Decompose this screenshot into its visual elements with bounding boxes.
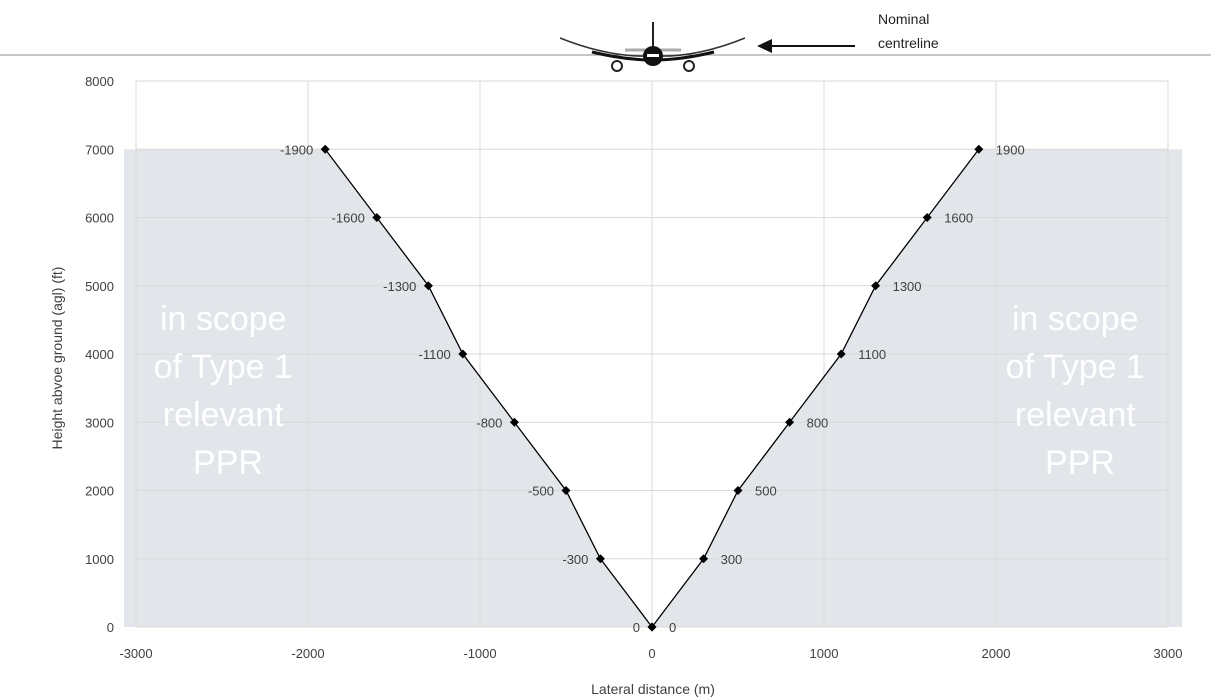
- x-tick-label: 1000: [810, 646, 839, 661]
- x-tick-label: -2000: [291, 646, 324, 661]
- data-point: [699, 554, 709, 564]
- region-left-line-2: of Type 1: [154, 348, 293, 386]
- data-label: 800: [807, 415, 829, 430]
- aircraft-icon: [559, 22, 746, 72]
- y-tick-label: 1000: [85, 552, 114, 567]
- data-label: 1100: [858, 347, 886, 362]
- data-point: [561, 486, 571, 495]
- y-tick-label: 5000: [85, 279, 114, 294]
- y-tick-label: 0: [107, 620, 114, 635]
- data-label: 500: [755, 484, 777, 499]
- data-label: 1300: [893, 279, 922, 294]
- x-tick-label: 0: [648, 646, 655, 661]
- y-tick-label: 8000: [85, 74, 114, 89]
- data-point: [647, 622, 657, 632]
- grid: [135, 80, 1169, 628]
- scope-region: [124, 149, 1182, 627]
- data-label: -800: [476, 415, 502, 430]
- data-point: [372, 213, 382, 222]
- data-point: [458, 349, 468, 359]
- data-label: -1900: [280, 142, 313, 157]
- data-label: 0: [669, 620, 676, 635]
- region-right-line-2: of Type 1: [1006, 348, 1145, 386]
- centreline-arrow-icon: [757, 39, 855, 53]
- data-point: [423, 281, 433, 291]
- annotation-line-1: Nominal: [878, 11, 929, 27]
- data-label: -1100: [419, 347, 451, 362]
- data-point: [320, 144, 330, 154]
- region-right-line-3: relevant: [1015, 396, 1137, 434]
- region-right-line-1: in scope: [1012, 300, 1139, 338]
- data-label: 0: [633, 620, 640, 635]
- y-tick-label: 7000: [85, 142, 114, 157]
- x-axis-title: Lateral distance (m): [591, 681, 715, 697]
- region-right-line-4: PPR: [1045, 444, 1115, 482]
- region-left-line-1: in scope: [160, 300, 287, 338]
- y-tick-label: 6000: [85, 211, 114, 226]
- data-point: [785, 417, 795, 427]
- data-point: [595, 554, 605, 564]
- y-tick-label: 3000: [85, 415, 114, 430]
- data-point: [509, 417, 519, 427]
- data-point: [871, 281, 881, 291]
- region-left-line-3: relevant: [163, 396, 285, 434]
- data-label: -500: [528, 484, 554, 499]
- y-tick-label: 2000: [85, 484, 114, 499]
- x-tick-labels: -3000 -2000 -1000 0 1000 2000 3000: [119, 646, 1182, 661]
- data-label: 300: [721, 552, 743, 567]
- series-line: [651, 148, 980, 628]
- data-point: [922, 213, 932, 222]
- data-point: [974, 144, 984, 154]
- y-axis-title: Height abvoe ground (agl) (ft): [49, 267, 65, 450]
- region-right-text: in scope of Type 1 relevant PPR: [1006, 300, 1155, 482]
- series-line: [324, 148, 653, 628]
- annotation-line-2: centreline: [878, 35, 939, 51]
- centreline-annotation: Nominal centreline: [878, 11, 939, 51]
- series-layer: 0 -300 -500 -800 -1100 -1300 -1600 -1900 0 300 500…: [280, 142, 1025, 635]
- region-left-line-4: PPR: [193, 444, 263, 482]
- y-tick-labels: 0 1000 2000 3000 4000 5000 6000 7000 8000: [85, 74, 114, 635]
- data-point: [836, 349, 846, 359]
- data-label: 1900: [996, 142, 1025, 157]
- data-label: 1600: [944, 211, 973, 226]
- x-tick-label: -3000: [119, 646, 152, 661]
- data-point: [733, 486, 743, 495]
- region-left-text: in scope of Type 1 relevant PPR: [154, 300, 303, 482]
- y-tick-label: 4000: [85, 347, 114, 362]
- x-tick-label: 2000: [982, 646, 1011, 661]
- x-tick-label: -1000: [463, 646, 496, 661]
- data-label: -1600: [332, 211, 365, 226]
- x-tick-label: 3000: [1154, 646, 1183, 661]
- data-label: -1300: [383, 279, 416, 294]
- data-label: -300: [562, 552, 588, 567]
